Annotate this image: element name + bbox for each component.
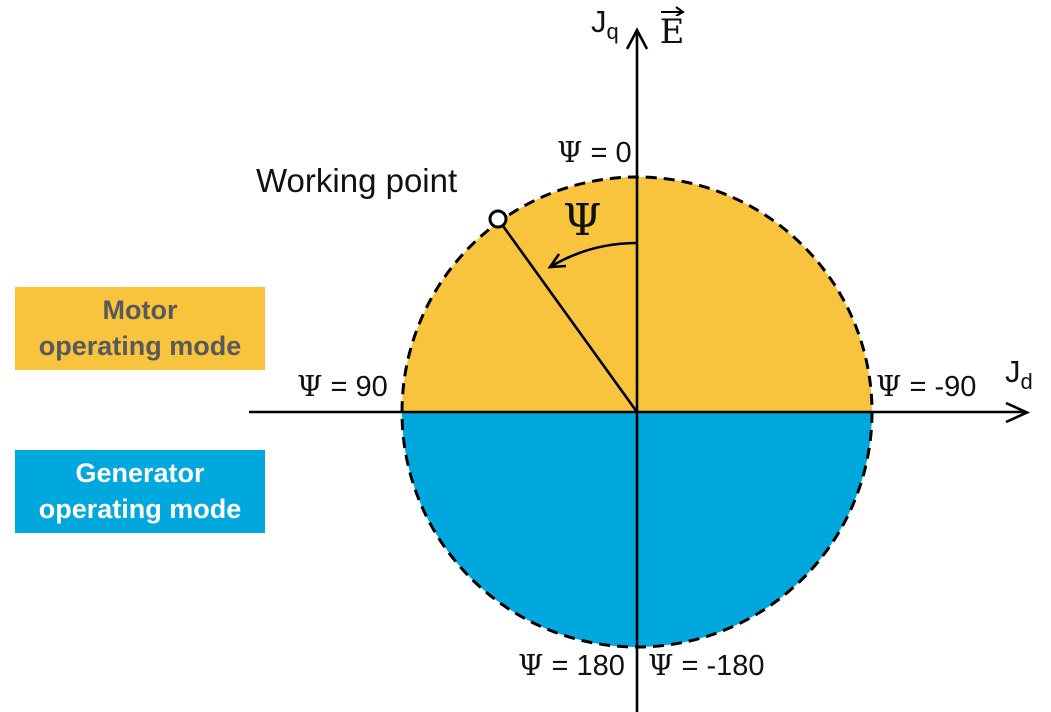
legend-generator-line2: operating mode [38,493,242,524]
psi-180-label: Ψ = 180 [518,648,625,683]
emf-letter: E [659,12,685,52]
jd-axis-label: Jd [1005,354,1033,395]
psi-0-value: = 0 [582,137,632,169]
psi-neg-90-value: = -90 [901,371,977,403]
jd-axis-label-sub: d [1020,369,1033,395]
psi-0-label: Ψ = 0 [557,135,632,170]
legend-motor-line1: Motor [102,295,178,326]
psi-arc-label: Ψ [563,195,602,246]
working-point-marker [488,209,508,229]
psi-neg-90-label: Ψ = -90 [876,369,977,404]
legend-generator-mode: Generator operating mode [15,450,265,533]
psi-neg-180-label: Ψ = -180 [648,648,765,683]
psi-90-label: Ψ = 90 [297,369,388,404]
working-point-label: Working point [256,162,458,199]
arrow-up-icon [625,27,649,50]
emf-vector-label: E [659,5,685,49]
jq-axis-label: Jq [591,4,619,45]
psi-arc-arrowhead-icon [547,253,567,269]
psi-neg-180-value: = -180 [673,650,765,682]
vector-arrow-icon [661,6,685,16]
psi-symbol: Ψ [297,369,323,403]
psi-90-value: = 90 [322,371,388,403]
psi-angle-arc [549,241,638,269]
psi-symbol: Ψ [876,369,902,403]
jd-axis-label-main: J [1005,354,1021,389]
legend-motor-line2: operating mode [38,330,242,361]
working-point-radius-line [501,225,639,413]
psi-180-value: = 180 [543,650,625,682]
legend-motor-mode: Motor operating mode [15,287,265,370]
jq-axis-label-main: J [591,4,607,39]
arrow-right-icon [1005,401,1031,424]
legend-generator-line1: Generator [75,458,205,489]
psi-symbol: Ψ [557,135,583,169]
psi-symbol: Ψ [518,648,544,682]
psi-symbol: Ψ [648,648,674,682]
jq-axis-label-sub: q [606,19,619,45]
